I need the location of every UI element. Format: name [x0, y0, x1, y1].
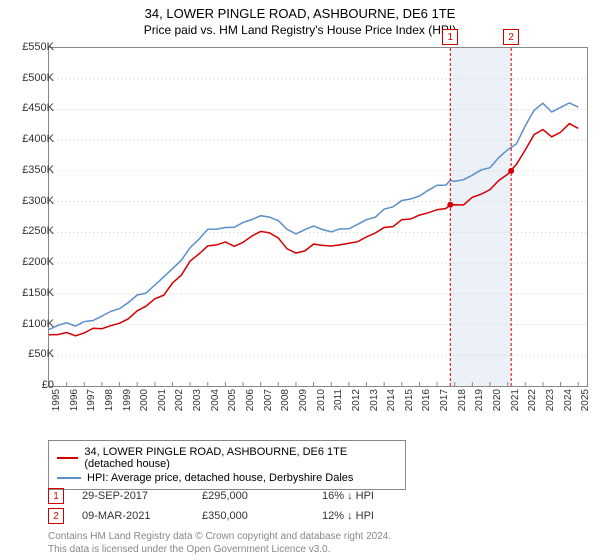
x-tick-label: 2022	[527, 389, 538, 411]
marker-badge: 2	[48, 508, 64, 524]
plot-area	[48, 47, 588, 387]
marker-date: 29-SEP-2017	[82, 490, 202, 502]
y-tick-label: £550K	[22, 41, 54, 53]
legend-label: HPI: Average price, detached house, Derb…	[87, 472, 353, 484]
x-tick-label: 2014	[386, 389, 397, 411]
chart-marker-badge: 1	[442, 29, 458, 45]
y-tick-label: £300K	[22, 195, 54, 207]
x-tick-label: 2005	[227, 389, 238, 411]
y-tick-label: £200K	[22, 256, 54, 268]
x-tick-label: 2020	[492, 389, 503, 411]
x-tick-label: 2011	[333, 389, 344, 411]
x-tick-label: 2013	[369, 389, 380, 411]
chart-container: 34, LOWER PINGLE ROAD, ASHBOURNE, DE6 1T…	[0, 0, 600, 560]
legend-item: 34, LOWER PINGLE ROAD, ASHBOURNE, DE6 1T…	[57, 445, 397, 471]
x-tick-label: 1996	[69, 389, 80, 411]
y-tick-label: £350K	[22, 164, 54, 176]
y-tick-label: £400K	[22, 133, 54, 145]
x-tick-label: 2001	[157, 389, 168, 411]
legend-swatch	[57, 457, 78, 459]
y-tick-label: £50K	[28, 348, 54, 360]
x-tick-label: 2017	[439, 389, 450, 411]
chart-title: 34, LOWER PINGLE ROAD, ASHBOURNE, DE6 1T…	[0, 0, 600, 21]
highlight-band	[450, 48, 511, 386]
marker-delta: 16% ↓ HPI	[322, 490, 442, 502]
marker-table-row: 2 09-MAR-2021£350,00012% ↓ HPI	[48, 506, 442, 526]
x-tick-label: 2025	[580, 389, 591, 411]
x-tick-label: 2015	[404, 389, 415, 411]
plot-svg	[49, 48, 587, 386]
footer-line2: This data is licensed under the Open Gov…	[48, 543, 391, 556]
x-tick-label: 2021	[510, 389, 521, 411]
x-tick-label: 2010	[316, 389, 327, 411]
x-tick-label: 2018	[457, 389, 468, 411]
footer-line1: Contains HM Land Registry data © Crown c…	[48, 530, 391, 543]
x-tick-label: 2008	[280, 389, 291, 411]
y-tick-label: £450K	[22, 102, 54, 114]
y-tick-label: £100K	[22, 318, 54, 330]
marker-price: £350,000	[202, 510, 322, 522]
x-tick-label: 2009	[298, 389, 309, 411]
x-tick-label: 1999	[122, 389, 133, 411]
x-tick-label: 2002	[174, 389, 185, 411]
marker-table-row: 1 29-SEP-2017£295,00016% ↓ HPI	[48, 486, 442, 506]
marker-table: 1 29-SEP-2017£295,00016% ↓ HPI 2 09-MAR-202…	[48, 486, 442, 526]
x-tick-label: 2019	[474, 389, 485, 411]
x-tick-label: 2016	[421, 389, 432, 411]
x-tick-label: 2012	[351, 389, 362, 411]
marker-date: 09-MAR-2021	[82, 510, 202, 522]
marker-dot	[508, 168, 514, 174]
marker-delta: 12% ↓ HPI	[322, 510, 442, 522]
x-tick-label: 2000	[139, 389, 150, 411]
x-tick-label: 1998	[104, 389, 115, 411]
x-tick-label: 2006	[245, 389, 256, 411]
x-tick-label: 2024	[563, 389, 574, 411]
legend: 34, LOWER PINGLE ROAD, ASHBOURNE, DE6 1T…	[48, 440, 406, 490]
y-tick-label: £500K	[22, 72, 54, 84]
marker-badge: 1	[48, 488, 64, 504]
legend-item: HPI: Average price, detached house, Derb…	[57, 471, 397, 485]
marker-price: £295,000	[202, 490, 322, 502]
legend-swatch	[57, 477, 81, 479]
x-tick-label: 2004	[210, 389, 221, 411]
y-tick-label: £150K	[22, 287, 54, 299]
x-tick-label: 1995	[51, 389, 62, 411]
chart-marker-badge: 2	[503, 29, 519, 45]
x-tick-label: 2023	[545, 389, 556, 411]
x-tick-label: 2003	[192, 389, 203, 411]
x-tick-label: 1997	[86, 389, 97, 411]
y-tick-label: £250K	[22, 225, 54, 237]
marker-dot	[447, 202, 453, 208]
legend-label: 34, LOWER PINGLE ROAD, ASHBOURNE, DE6 1T…	[84, 446, 397, 470]
x-tick-label: 2007	[263, 389, 274, 411]
footer-attribution: Contains HM Land Registry data © Crown c…	[48, 530, 391, 556]
